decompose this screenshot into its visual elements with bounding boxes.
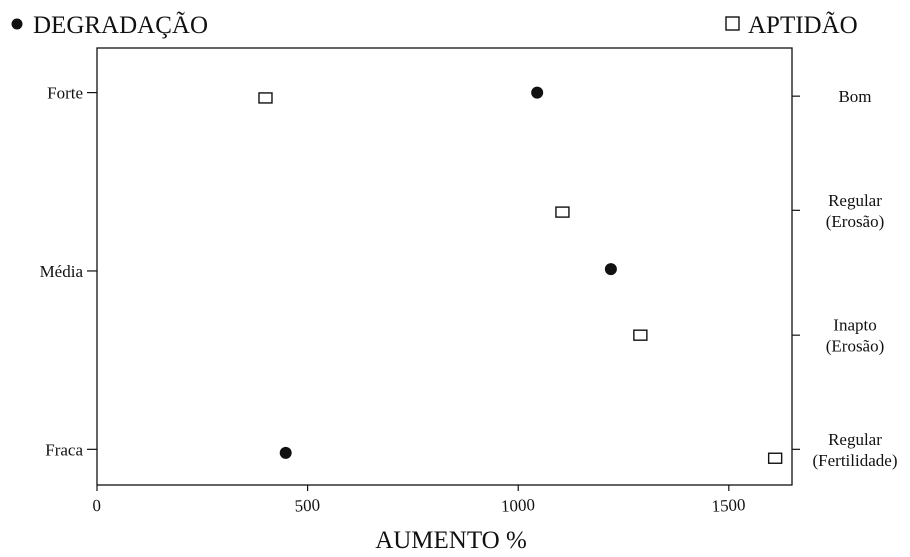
plot-frame [96, 47, 793, 486]
data-points [258, 86, 783, 464]
degradacao-point [604, 263, 617, 276]
left-axis: Forte Média Fraca [40, 84, 97, 459]
x-axis: 0 500 1000 1500 [92, 485, 746, 516]
right-tick-label: Regular (Erosão) [826, 191, 885, 231]
degradacao-point [531, 86, 544, 99]
aptidao-point [555, 206, 570, 218]
x-tick-label: 1000 [500, 495, 535, 516]
legend: DEGRADAÇÃO APTIDÃO [11, 11, 858, 39]
degradacao-point [279, 446, 292, 459]
aptidao-point [258, 92, 273, 104]
left-tick-label: Fraca [45, 440, 83, 459]
aptidao-point [767, 452, 783, 464]
right-tick-label: Regular (Fertilidade) [813, 430, 898, 470]
legend-degradacao-label: DEGRADAÇÃO [33, 11, 208, 39]
x-tick-label: 500 [294, 495, 320, 515]
legend-degradacao-marker [11, 18, 23, 30]
x-tick-label: 1500 [711, 495, 746, 516]
legend-aptidao-label: APTIDÃO [748, 11, 858, 39]
aptidao-point [633, 329, 648, 341]
left-tick-label: Forte [47, 84, 83, 103]
right-axis: Bom Regular (Erosão) Inapto (Erosão) Regular(… [792, 87, 897, 470]
x-axis-title: AUMENTO % [375, 527, 527, 554]
x-tick-label: 0 [92, 496, 101, 515]
right-tick-label: Inapto (Erosão) [826, 316, 885, 356]
left-tick-label: Média [40, 262, 84, 281]
right-tick-label: Bom [838, 87, 871, 106]
legend-aptidao-marker [725, 16, 740, 31]
